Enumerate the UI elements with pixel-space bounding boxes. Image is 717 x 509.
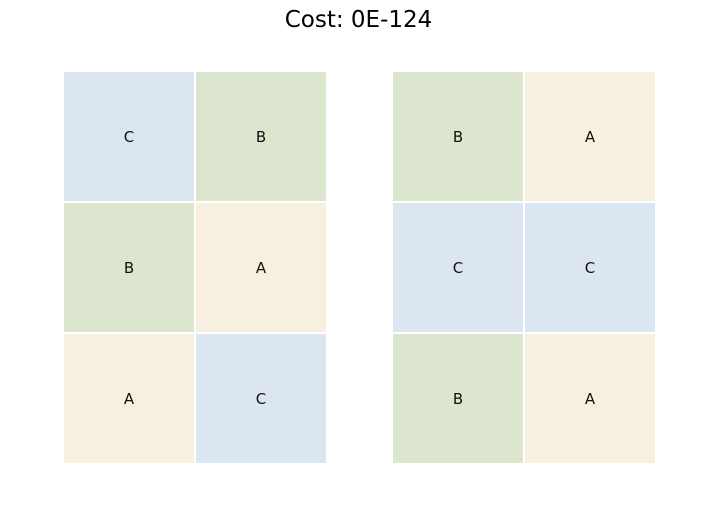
grid-cell: A (525, 334, 655, 463)
grid-cell: B (64, 203, 194, 332)
grid-cell: B (393, 334, 523, 463)
grid-cell: C (196, 334, 326, 463)
right-grid: B A C C B A (393, 72, 655, 464)
diagram-title: Cost: 0E-124 (284, 7, 433, 33)
grid-cell: C (393, 203, 523, 332)
grid-cell: A (525, 72, 655, 201)
grid-cell: B (196, 72, 326, 201)
grid-cell: C (64, 72, 194, 201)
grid-cell: B (393, 72, 523, 201)
grid-cell: A (64, 334, 194, 463)
grid-cell: A (196, 203, 326, 332)
grid-cell: C (525, 203, 655, 332)
left-grid: C B B A A C (64, 72, 326, 464)
